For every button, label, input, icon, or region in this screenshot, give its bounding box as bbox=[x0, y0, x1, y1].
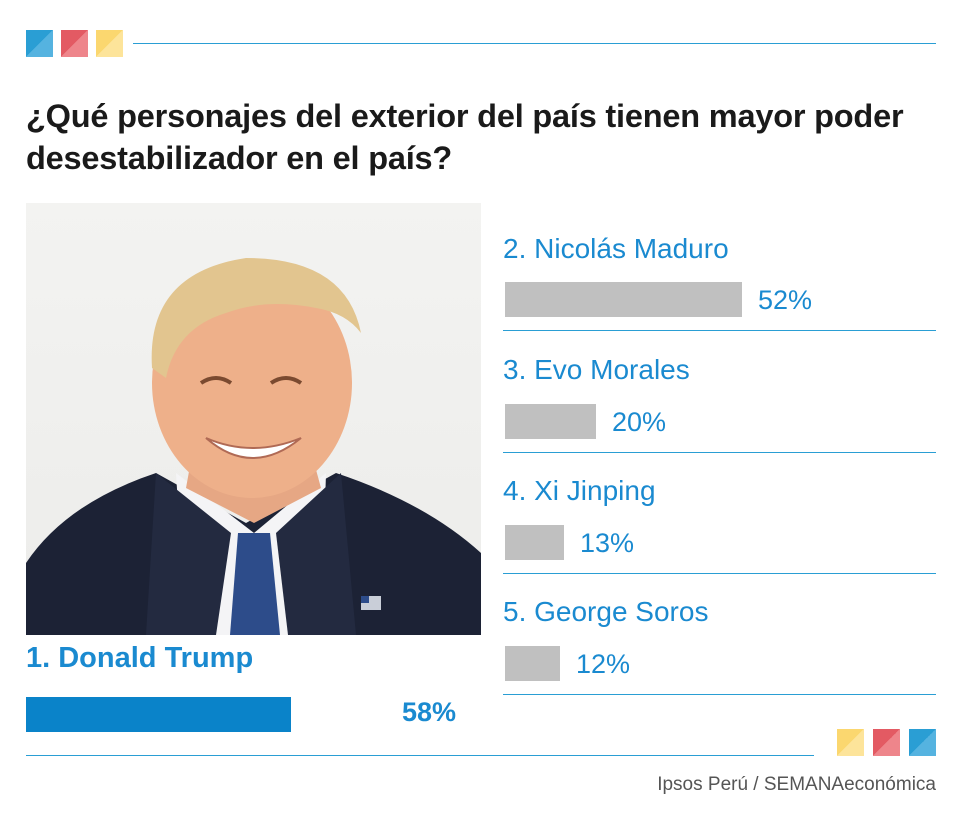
item-name-soros: 5. George Soros bbox=[503, 596, 709, 627]
value-label-morales: 20% bbox=[612, 407, 667, 437]
bar-trump bbox=[26, 697, 291, 732]
item-name-xi: 4. Xi Jinping bbox=[503, 475, 656, 506]
bar-maduro bbox=[505, 282, 742, 317]
bar-morales bbox=[505, 404, 596, 439]
value-label-trump: 58% bbox=[402, 697, 457, 727]
divider-2 bbox=[503, 452, 936, 453]
value-label-xi: 13% bbox=[580, 528, 635, 558]
portrait-illustration bbox=[26, 258, 481, 635]
decor-square-blue-bottom bbox=[909, 729, 936, 756]
value-label-maduro: 52% bbox=[758, 285, 813, 315]
bottom-rule bbox=[26, 755, 814, 756]
leader-name: 1. Donald Trump bbox=[26, 642, 254, 674]
top-rule bbox=[133, 43, 936, 44]
decor-square-blue bbox=[26, 30, 53, 57]
leader-photo bbox=[26, 203, 481, 635]
decor-square-yellow-bottom bbox=[837, 729, 864, 756]
item-name-maduro: 2. Nicolás Maduro bbox=[503, 233, 729, 264]
divider-3 bbox=[503, 573, 936, 574]
chart-title: ¿Qué personajes del exterior del país ti… bbox=[26, 98, 904, 176]
source-credit: Ipsos Perú / SEMANAeconómica bbox=[657, 774, 936, 795]
decor-square-red-bottom bbox=[873, 729, 900, 756]
decor-square-red bbox=[61, 30, 88, 57]
divider-4 bbox=[503, 694, 936, 695]
value-label-soros: 12% bbox=[576, 649, 631, 679]
decor-square-yellow bbox=[96, 30, 123, 57]
bar-soros bbox=[505, 646, 560, 681]
item-name-morales: 3. Evo Morales bbox=[503, 354, 690, 385]
divider-1 bbox=[503, 330, 936, 331]
bar-xi bbox=[505, 525, 564, 560]
